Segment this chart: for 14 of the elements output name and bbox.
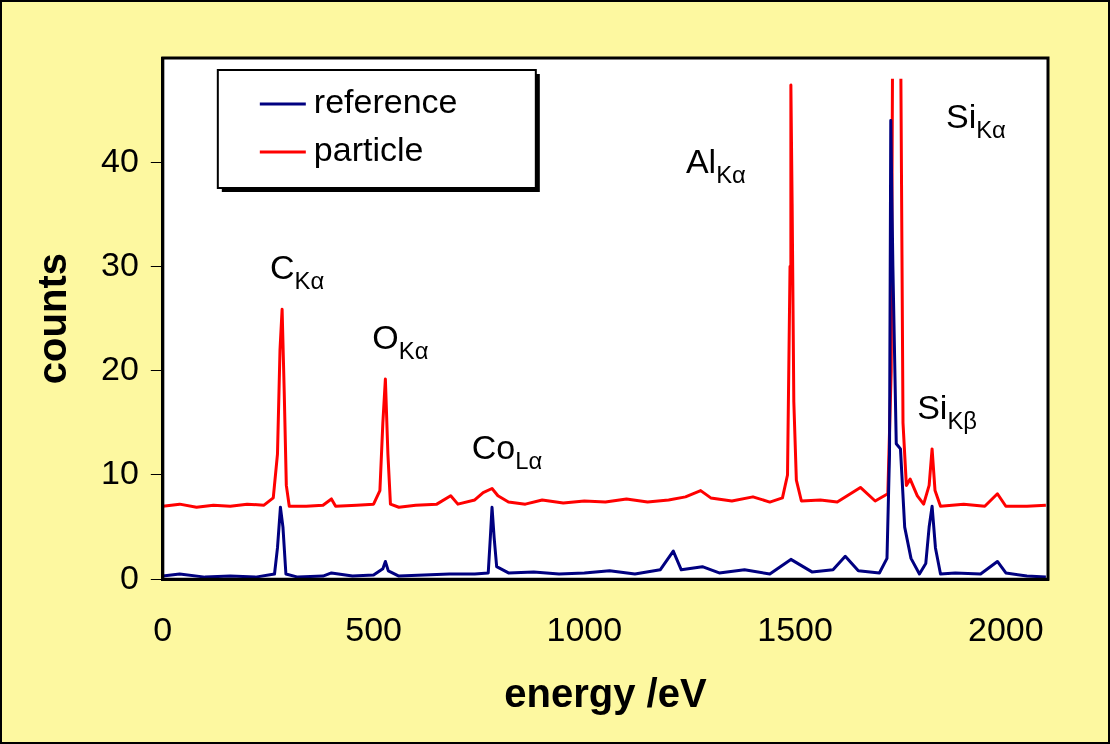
- x-tick-label: 1000: [546, 609, 623, 648]
- x-tick-label: 1500: [757, 609, 833, 648]
- y-axis-title: counts: [30, 253, 75, 385]
- y-tick-label: 0: [119, 557, 139, 596]
- y-tick-label: 20: [100, 349, 139, 388]
- legend-label: reference: [313, 82, 458, 121]
- legend-label: particle: [313, 130, 424, 169]
- x-tick-label: 0: [153, 609, 173, 648]
- y-tick-label: 10: [100, 453, 139, 492]
- y-tick-label: 40: [100, 140, 139, 179]
- x-axis-title: energy /eV: [504, 671, 707, 716]
- x-tick-label: 500: [345, 609, 402, 648]
- y-tick-label: 30: [100, 244, 139, 283]
- x-tick-label: 2000: [968, 609, 1044, 648]
